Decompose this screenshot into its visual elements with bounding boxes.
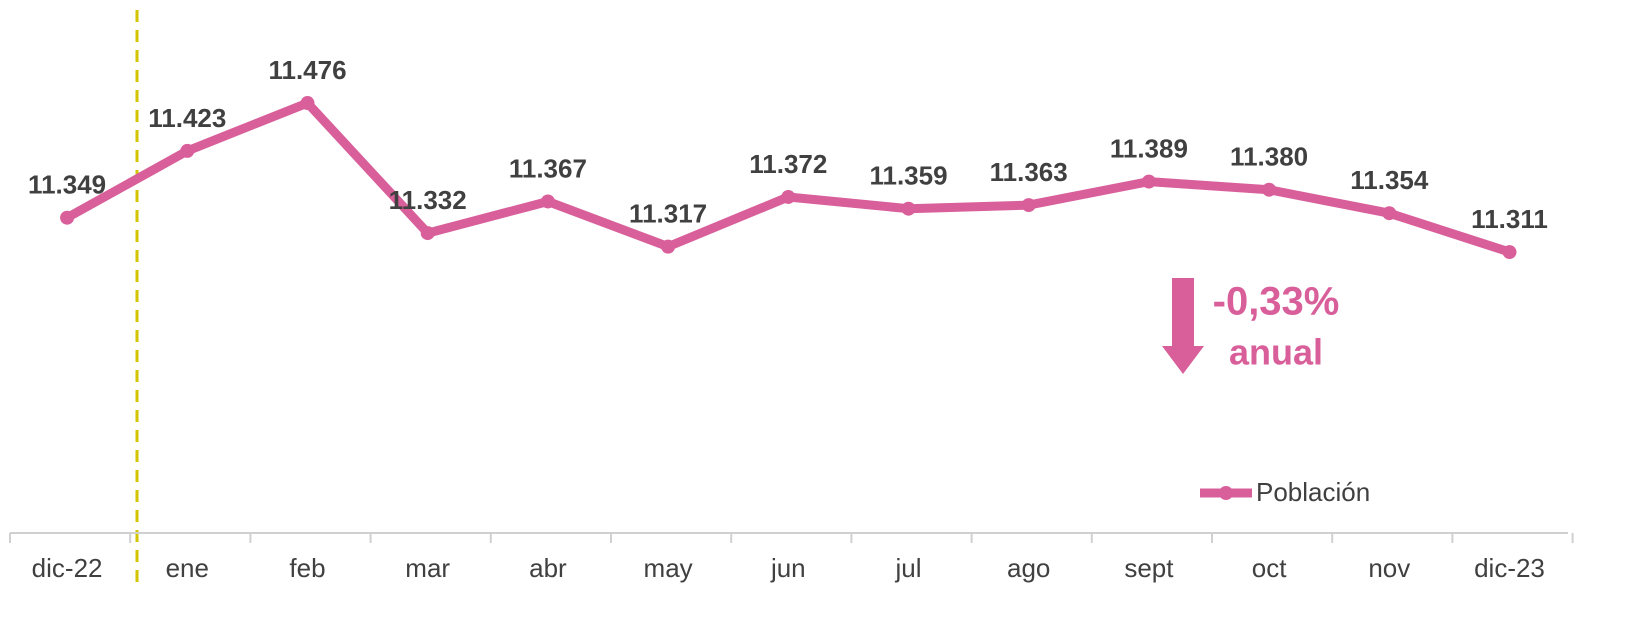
data-label: 11.332	[389, 185, 467, 215]
x-tick-label: oct	[1252, 553, 1287, 583]
annotation-arrow	[1172, 278, 1194, 348]
data-label: 11.363	[990, 157, 1068, 187]
point	[1502, 245, 1517, 260]
data-label: 11.349	[28, 170, 106, 200]
annotation: anual	[1229, 332, 1323, 373]
point	[1141, 174, 1156, 189]
point	[1262, 182, 1277, 197]
data-label: 11.389	[1110, 133, 1188, 163]
point	[300, 96, 315, 111]
point	[1382, 206, 1397, 221]
point	[420, 226, 435, 241]
data-label: 11.317	[629, 199, 707, 229]
legend-marker	[1219, 486, 1233, 500]
x-tick-label: ene	[166, 553, 209, 583]
data-label: 11.359	[869, 161, 947, 191]
point	[180, 143, 195, 158]
data-label: 11.367	[509, 153, 587, 183]
point	[781, 189, 796, 204]
point	[901, 201, 916, 216]
x-tick-label: jun	[770, 553, 806, 583]
point	[540, 194, 555, 209]
data-label: 11.372	[749, 149, 827, 179]
data-label: 11.380	[1230, 142, 1308, 172]
data-label: 11.423	[148, 103, 226, 133]
point	[1021, 198, 1036, 213]
point	[60, 210, 75, 225]
data-label: 11.476	[268, 55, 346, 85]
data-label: 11.311	[1471, 204, 1548, 234]
data-label: 11.354	[1350, 165, 1429, 195]
annotation-arrow-head	[1162, 346, 1204, 374]
x-tick-label: sept	[1124, 553, 1174, 583]
x-tick-label: dic-22	[32, 553, 103, 583]
x-tick-label: jul	[894, 553, 921, 583]
annotation: -0,33%	[1213, 280, 1340, 324]
x-tick-label: feb	[289, 553, 325, 583]
x-tick-label: abr	[529, 553, 567, 583]
legend-label: Población	[1256, 477, 1370, 507]
x-tick-label: mar	[405, 553, 450, 583]
x-tick-label: nov	[1368, 553, 1410, 583]
point	[661, 239, 676, 254]
x-tick-label: dic-23	[1474, 553, 1545, 583]
x-tick-label: ago	[1007, 553, 1050, 583]
x-tick-label: may	[644, 553, 693, 583]
